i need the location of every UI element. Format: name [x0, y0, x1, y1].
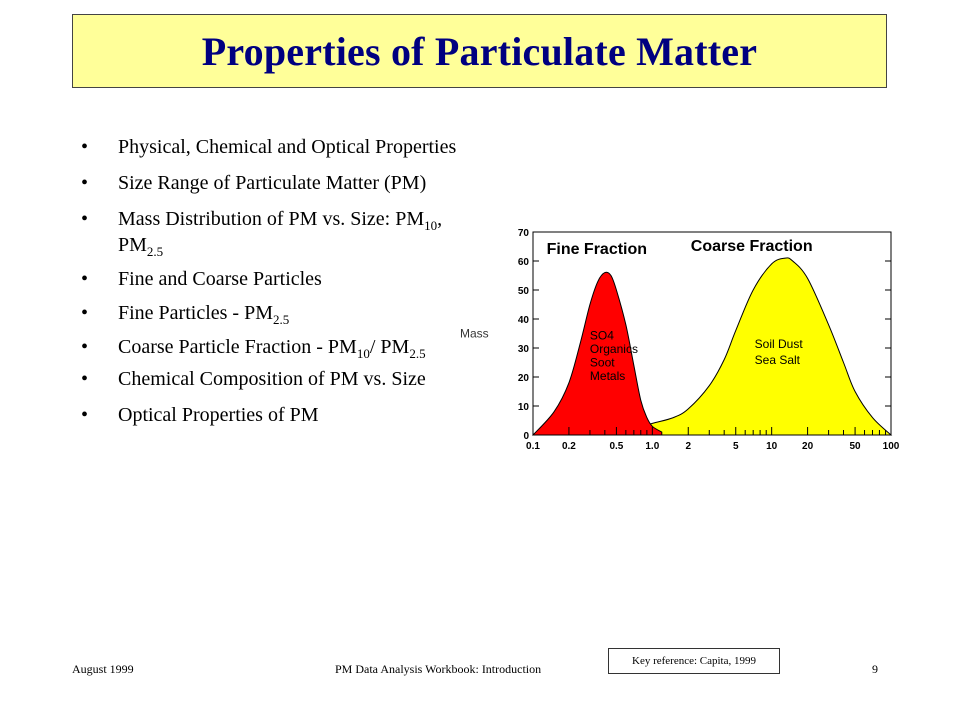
coarse-composition-label: Soil Dust [755, 337, 804, 351]
bullet-item: Mass Distribution of PM vs. Size: PM10, … [78, 206, 468, 258]
y-tick-label: 70 [518, 228, 530, 239]
x-tick-label: 5 [733, 441, 739, 452]
title-banner: Properties of Particulate Matter [72, 14, 887, 88]
bullet-subscript: 2.5 [146, 244, 164, 259]
x-tick-label: 1.0 [645, 441, 659, 452]
bullet-text: / PM [369, 336, 410, 358]
bullet-subscript: 2.5 [409, 346, 426, 361]
coarse-fraction-label: Coarse Fraction [691, 238, 813, 255]
bullet-text: Optical Properties of PM [118, 404, 319, 426]
bullet-list: Physical, Chemical and Optical Propertie… [78, 134, 468, 428]
chart-svg: 0 10 20 30 40 50 60 70 0.1 0.2 0.5 1.0 2 5 10 20 50 100 Ma… [460, 228, 900, 452]
y-tick-label: 0 [523, 431, 529, 442]
footer-date: August 1999 [72, 662, 134, 676]
x-tick-label: 2 [685, 441, 691, 452]
bullet-text: Coarse Particle Fraction - PM [118, 336, 357, 358]
bullet-item: Chemical Composition of PM vs. Size [78, 366, 468, 392]
bullet-text: Mass Distribution of PM vs. Size: PM [118, 208, 425, 230]
bullet-subscript: 2.5 [273, 312, 290, 327]
fine-fraction-label: Fine Fraction [547, 241, 647, 258]
x-tick-label: 100 [883, 441, 900, 452]
y-tick-label: 50 [518, 286, 530, 297]
x-tick-label: 50 [850, 441, 862, 452]
fine-composition-label: Metals [590, 369, 625, 383]
y-tick-label: 10 [518, 402, 530, 413]
key-reference-box: Key reference: Capita, 1999 [608, 648, 780, 674]
bullet-text: , PM [118, 208, 443, 256]
mass-distribution-chart: 0 10 20 30 40 50 60 70 0.1 0.2 0.5 1.0 2 5 10 20 50 100 Ma… [456, 210, 906, 470]
bullet-item: Physical, Chemical and Optical Propertie… [78, 134, 468, 160]
bullet-item: Optical Properties of PM [78, 402, 468, 428]
bullet-subscript: 10 [356, 346, 370, 361]
bullet-text: Fine Particles - PM [118, 302, 273, 324]
fine-composition-label: SO4 [590, 328, 614, 342]
y-tick-label: 30 [518, 344, 530, 355]
bullet-text: Physical, Chemical and Optical Propertie… [118, 136, 457, 158]
y-tick-label: 60 [518, 257, 530, 268]
y-axis-label: Mass [460, 327, 489, 341]
bullet-item: Size Range of Particulate Matter (PM) [78, 170, 468, 196]
x-tick-label: 0.2 [562, 441, 576, 452]
bullet-item: Coarse Particle Fraction - PM10/ PM2.5 [78, 334, 468, 360]
y-tick-label: 40 [518, 315, 530, 326]
footer-workbook-title: PM Data Analysis Workbook: Introduction [335, 662, 542, 676]
bullet-text: Fine and Coarse Particles [118, 268, 322, 290]
x-tick-label: 0.5 [609, 441, 623, 452]
bullet-text: Size Range of Particulate Matter (PM) [118, 172, 427, 194]
bullet-text: Chemical Composition of PM vs. Size [118, 368, 426, 390]
slide-title: Properties of Particulate Matter [201, 28, 758, 74]
bullet-item: Fine Particles - PM2.5 [78, 300, 468, 326]
key-reference-text: Key reference: Capita, 1999 [632, 655, 756, 667]
coarse-fraction-area [616, 257, 893, 436]
bullet-subscript: 10 [424, 218, 438, 233]
x-tick-label: 0.1 [526, 441, 540, 452]
fine-composition-label: Soot [590, 355, 615, 369]
y-tick-label: 20 [518, 373, 530, 384]
bullet-item: Fine and Coarse Particles [78, 266, 468, 292]
coarse-composition-label: Sea Salt [755, 353, 801, 367]
x-tick-label: 10 [766, 441, 778, 452]
fine-composition-label: Organics [590, 342, 638, 356]
x-tick-label: 20 [802, 441, 814, 452]
page-number: 9 [872, 662, 878, 676]
fine-fraction-area [531, 271, 663, 436]
